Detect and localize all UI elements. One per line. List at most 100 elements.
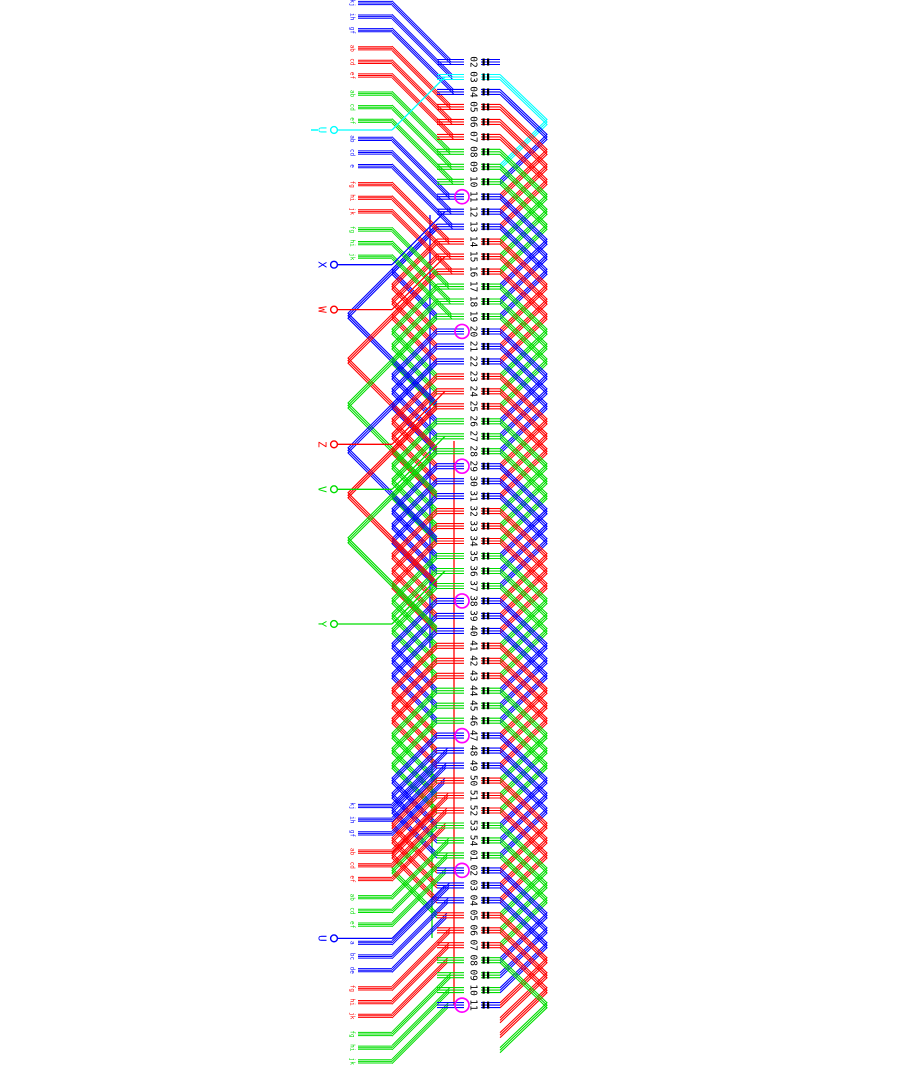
right-end-winding: [499, 74, 548, 165]
slot-fill-mark: [487, 238, 490, 246]
number-halo: [464, 430, 481, 442]
lead-stub-diagonal: [391, 767, 447, 823]
slot-fill-mark: [482, 672, 485, 680]
terminal-circle: [329, 125, 339, 135]
terminal-lead-diagonal: [391, 884, 446, 939]
right-end-winding: [499, 226, 548, 318]
slot-fill-mark: [482, 926, 485, 934]
right-end-winding: [499, 780, 548, 871]
lead-stub-diagonal: [391, 887, 450, 946]
pole-marker-circle: [454, 188, 470, 205]
slot-fill-mark: [487, 432, 490, 440]
left-end-winding: [391, 792, 438, 884]
slot-fill-mark: [482, 148, 485, 156]
number-halo: [464, 640, 481, 652]
slot-fill-mark: [487, 567, 490, 575]
slot-number: 52: [468, 805, 479, 816]
lead-stub-diagonal: [391, 782, 446, 836]
slot-number: 27: [468, 431, 479, 442]
slot-number: 38: [468, 595, 479, 607]
lead-stub-label: e: [349, 164, 356, 168]
lead-stub-diagonal: [391, 842, 450, 900]
slot-number: 36: [468, 565, 479, 577]
lead-stub-label: fg: [349, 985, 356, 993]
slot-fill-mark: [482, 642, 485, 650]
slot-fill-mark: [482, 268, 485, 276]
slot-number: 07: [468, 940, 479, 951]
lead-stub-label: ab: [349, 90, 356, 98]
number-halo: [464, 221, 481, 233]
slot-fill-mark: [482, 432, 485, 440]
slot-fill-mark: [487, 193, 490, 201]
slot-fill-mark: [487, 58, 490, 66]
lead-stub-label: cd: [349, 862, 356, 870]
lead-stub-diagonal: [391, 167, 453, 230]
right-end-winding: [499, 962, 548, 1054]
right-end-winding: [499, 705, 548, 797]
slot-number: 28: [468, 445, 479, 457]
slot-fill-mark: [487, 1001, 490, 1009]
slot-number: 12: [468, 206, 479, 217]
right-end-winding: [499, 316, 548, 407]
lead-stub-diagonal: [391, 840, 450, 898]
slot-fill-mark: [487, 73, 490, 81]
slot-fill-mark: [482, 971, 485, 979]
slot-numbers: 02 03 04 05 06 07 08 09 10 11 12 13 14 15 16 17 18 19 20 21…: [468, 56, 479, 1011]
slot-fill-mark: [487, 283, 490, 291]
right-end-winding: [499, 495, 548, 587]
lead-stub-label: ef: [349, 921, 356, 929]
slot-fill-mark: [482, 133, 485, 141]
right-end-winding: [499, 944, 548, 1036]
slot-number: 43: [468, 670, 479, 681]
slot-fill-mark: [487, 208, 490, 216]
lead-stub-diagonal: [391, 106, 452, 168]
terminal-lead-diagonal: [391, 435, 446, 490]
lead-stub-label: ab: [349, 894, 356, 902]
lead-stub-diagonal: [391, 186, 450, 245]
slot-number: 10: [468, 176, 479, 188]
lead-stub-diagonal: [391, 136, 451, 195]
right-end-winding: [499, 346, 548, 437]
slot-fill-mark: [482, 477, 485, 485]
terminal-lead-diagonal: [391, 211, 446, 266]
slot-number: 04: [468, 895, 479, 907]
lead-stub-diagonal: [391, 18, 453, 80]
slot-number: 35: [468, 550, 479, 561]
lead-stub-diagonal: [391, 75, 454, 138]
slot-number: 10: [468, 984, 479, 996]
lead-stub-label: ab: [349, 848, 356, 856]
lead-stub-diagonal: [391, 912, 448, 969]
slot-fill-mark: [482, 178, 485, 186]
right-end-winding: [499, 540, 548, 632]
right-end-winding: [499, 151, 548, 243]
right-end-winding: [499, 271, 548, 362]
left-group-jumper: [347, 223, 438, 403]
slot-number: 13: [468, 221, 479, 232]
right-end-winding: [499, 76, 548, 168]
slot-number: 48: [468, 745, 479, 757]
slot-fill-mark: [487, 253, 490, 261]
lead-stub-diagonal: [391, 242, 451, 302]
right-end-winding: [499, 914, 548, 1006]
right-end-winding: [499, 390, 548, 482]
left-group-jumper: [347, 363, 438, 543]
slot-number: 51: [468, 790, 479, 802]
terminal-circle: [329, 485, 339, 494]
slot-fill-mark: [482, 492, 485, 500]
number-halo: [464, 206, 481, 218]
number-halo: [464, 325, 481, 337]
lead-stub-label: bc: [349, 953, 356, 961]
number-halo: [464, 655, 481, 667]
slot-fill-mark: [482, 836, 485, 844]
number-halo: [464, 236, 481, 248]
lead-stub-diagonal: [391, 229, 450, 287]
lead-stub-diagonal: [391, 944, 450, 1003]
lead-stub-diagonal: [391, 63, 453, 125]
right-end-winding: [499, 885, 548, 976]
terminal-lead-diagonal: [391, 570, 446, 625]
lead-stub-diagonal: [391, 899, 449, 957]
number-halo: [464, 595, 481, 607]
slot-fill-mark: [487, 477, 490, 485]
lead-stub-diagonal: [391, 827, 446, 882]
slot-number: 15: [468, 251, 479, 262]
